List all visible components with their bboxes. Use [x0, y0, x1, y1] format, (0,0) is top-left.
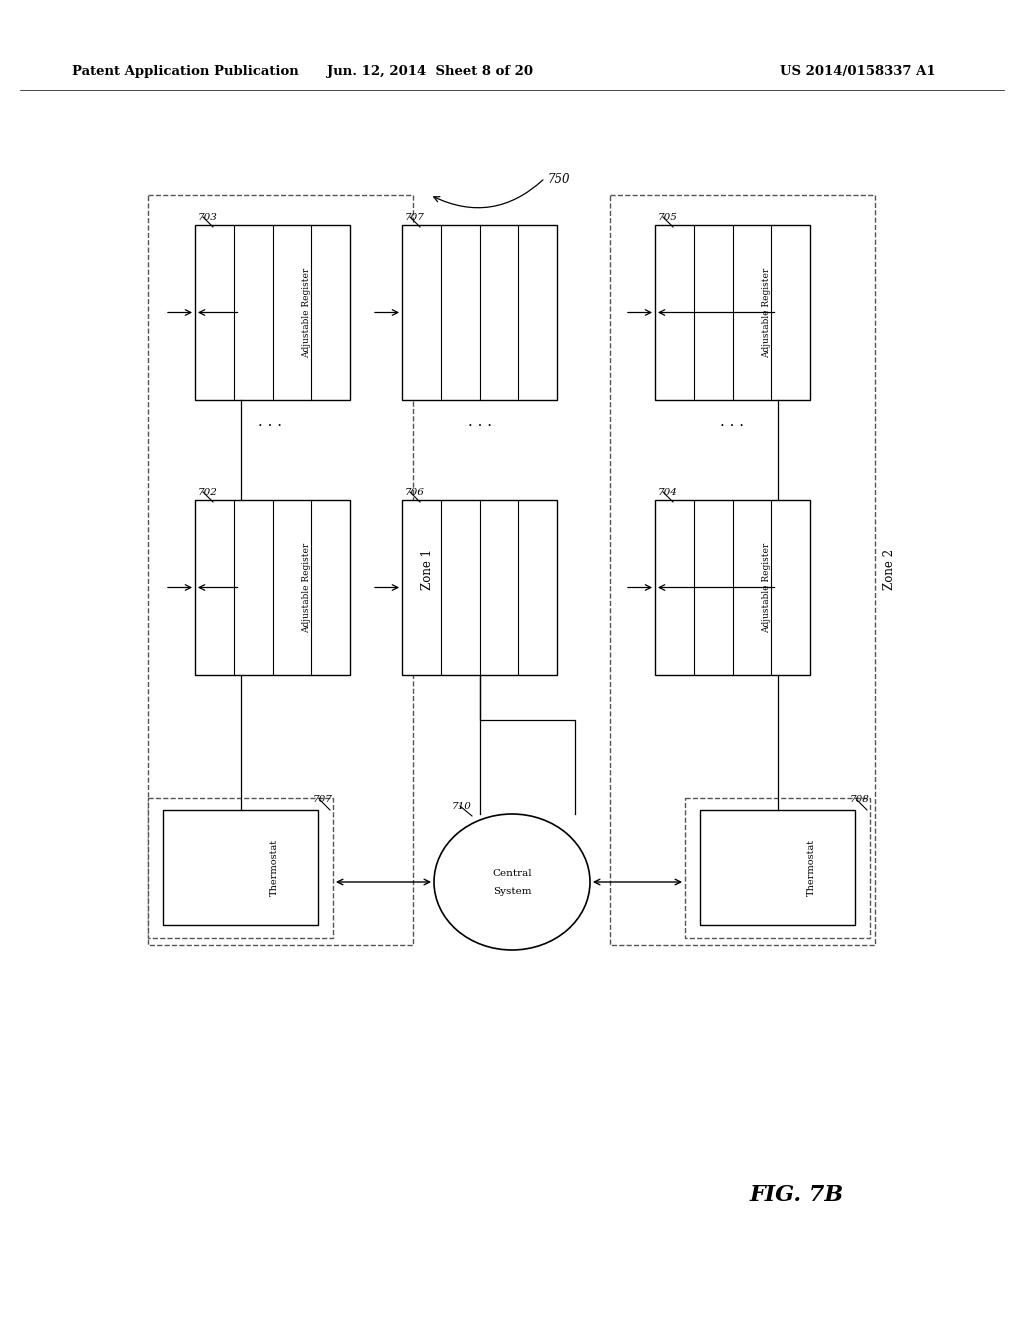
Text: Thermostat: Thermostat [270, 840, 280, 896]
Bar [175, 822, 213, 861]
Ellipse shape [434, 814, 590, 950]
Bar [655, 500, 810, 675]
Text: 702: 702 [198, 488, 218, 498]
Bar [700, 810, 855, 925]
Text: 750: 750 [548, 173, 570, 186]
Text: 703: 703 [198, 213, 218, 222]
Text: Adjustable Register: Adjustable Register [762, 268, 771, 358]
Bar [195, 500, 350, 675]
Text: 705: 705 [658, 213, 678, 222]
Text: . . .: . . . [258, 414, 283, 429]
Bar [712, 822, 750, 861]
Text: Zone 2: Zone 2 [883, 549, 896, 590]
Text: . . .: . . . [468, 414, 492, 429]
Text: . . .: . . . [721, 414, 744, 429]
Bar [175, 869, 210, 896]
Bar [148, 195, 413, 945]
Text: Thermostat: Thermostat [807, 840, 816, 896]
Bar [610, 195, 874, 945]
Text: FIG. 7B: FIG. 7B [750, 1184, 844, 1206]
Text: Adjustable Register: Adjustable Register [302, 543, 311, 632]
Text: Adjustable Register: Adjustable Register [762, 543, 771, 632]
Text: 706: 706 [406, 488, 425, 498]
Bar [655, 224, 810, 400]
Bar [685, 799, 870, 939]
Bar [402, 500, 557, 675]
Text: 707: 707 [313, 795, 333, 804]
Bar [402, 224, 557, 400]
Text: US 2014/0158337 A1: US 2014/0158337 A1 [780, 66, 936, 78]
Text: 710: 710 [452, 803, 472, 810]
Bar [148, 799, 333, 939]
Bar [195, 224, 350, 400]
Text: Central: Central [493, 870, 531, 879]
Text: System: System [493, 887, 531, 896]
Text: Zone 1: Zone 1 [421, 549, 434, 590]
Text: 707: 707 [406, 213, 425, 222]
Text: Patent Application Publication: Patent Application Publication [72, 66, 299, 78]
Bar [163, 810, 318, 925]
Text: Adjustable Register: Adjustable Register [302, 268, 311, 358]
Text: 708: 708 [850, 795, 869, 804]
Bar [712, 869, 746, 896]
Text: 704: 704 [658, 488, 678, 498]
Text: Jun. 12, 2014  Sheet 8 of 20: Jun. 12, 2014 Sheet 8 of 20 [327, 66, 534, 78]
